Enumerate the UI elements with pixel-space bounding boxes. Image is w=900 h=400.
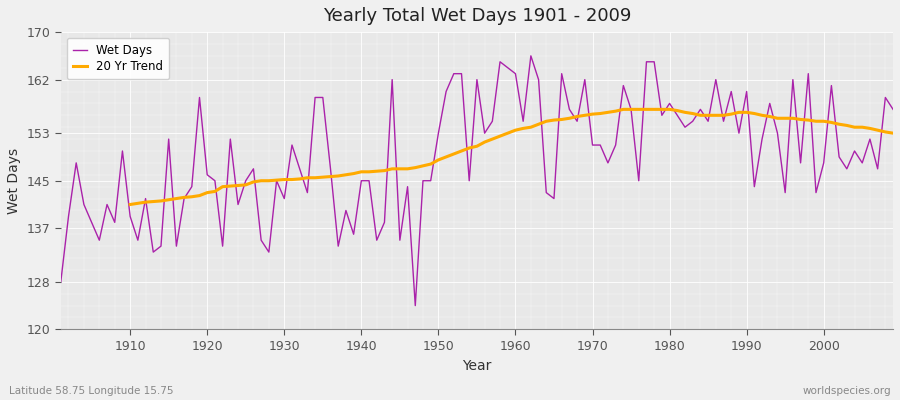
- Wet Days: [518, 119, 528, 124]
- Text: worldspecies.org: worldspecies.org: [803, 386, 891, 396]
- Wet Days: [286, 143, 297, 148]
- Wet Days: [618, 83, 629, 88]
- 20 Yr Trend: [833, 122, 844, 127]
- Legend: Wet Days, 20 Yr Trend: Wet Days, 20 Yr Trend: [67, 38, 169, 79]
- Wet Days: [117, 148, 128, 153]
- X-axis label: Year: Year: [463, 359, 491, 373]
- 20 Yr Trend: [302, 175, 313, 180]
- 20 Yr Trend: [580, 113, 590, 118]
- 20 Yr Trend: [887, 131, 898, 136]
- 20 Yr Trend: [271, 178, 282, 182]
- 20 Yr Trend: [518, 126, 528, 131]
- Wet Days: [887, 107, 898, 112]
- Text: Latitude 58.75 Longitude 15.75: Latitude 58.75 Longitude 15.75: [9, 386, 174, 396]
- Line: Wet Days: Wet Days: [61, 56, 893, 306]
- 20 Yr Trend: [857, 125, 868, 130]
- Wet Days: [526, 54, 536, 58]
- Wet Days: [410, 303, 420, 308]
- 20 Yr Trend: [618, 107, 629, 112]
- Wet Days: [333, 244, 344, 248]
- 20 Yr Trend: [125, 202, 136, 207]
- Title: Yearly Total Wet Days 1901 - 2009: Yearly Total Wet Days 1901 - 2009: [323, 7, 631, 25]
- Y-axis label: Wet Days: Wet Days: [7, 148, 21, 214]
- Line: 20 Yr Trend: 20 Yr Trend: [130, 109, 893, 204]
- Wet Days: [510, 71, 521, 76]
- Wet Days: [56, 280, 67, 284]
